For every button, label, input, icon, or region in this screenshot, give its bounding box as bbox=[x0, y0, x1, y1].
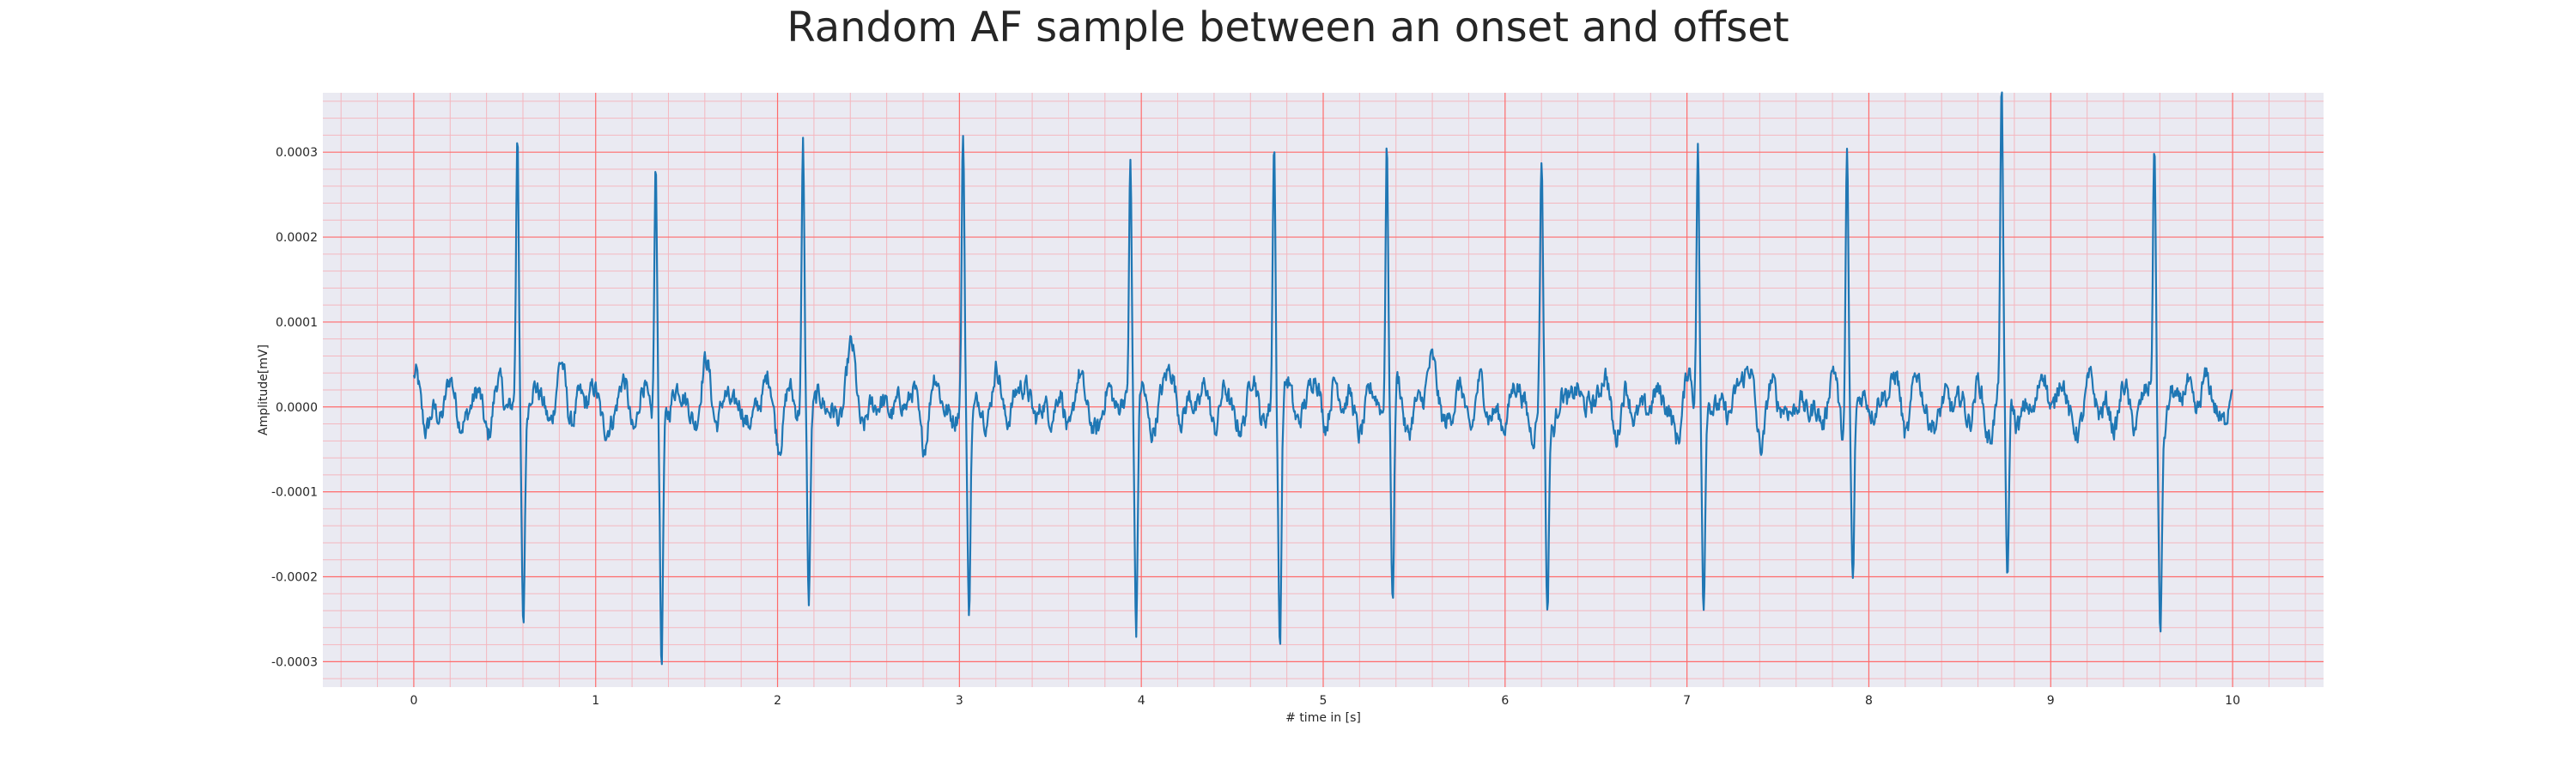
y-tick-label: -0.0003 bbox=[271, 655, 318, 669]
y-tick-labels: -0.0003 -0.0002 -0.0001 0.0000 0.0001 0.0002 0… bbox=[271, 146, 318, 669]
x-tick-label: 10 bbox=[2225, 694, 2240, 708]
chart-title: Random AF sample between an onset and of… bbox=[787, 3, 1789, 52]
y-tick-label: 0.0000 bbox=[276, 401, 318, 415]
series-layer bbox=[412, 91, 2233, 666]
y-tick-label: -0.0002 bbox=[271, 570, 318, 584]
x-tick-label: 6 bbox=[1501, 694, 1509, 708]
y-tick-label: -0.0001 bbox=[271, 486, 318, 500]
x-tick-label: 1 bbox=[592, 694, 599, 708]
signal-line bbox=[412, 91, 2233, 666]
major-grid bbox=[323, 93, 2324, 687]
x-tick-label: 3 bbox=[956, 694, 963, 708]
x-tick-labels: 0 1 2 3 4 5 6 7 8 9 10 bbox=[410, 694, 2240, 708]
x-tick-label: 9 bbox=[2047, 694, 2055, 708]
y-tick-label: 0.0001 bbox=[276, 316, 318, 330]
x-tick-label: 4 bbox=[1138, 694, 1145, 708]
y-tick-label: 0.0002 bbox=[276, 231, 318, 245]
y-axis-label: Amplitude[mV] bbox=[257, 344, 270, 435]
x-tick-label: 0 bbox=[410, 694, 417, 708]
x-tick-label: 8 bbox=[1865, 694, 1873, 708]
x-tick-label: 5 bbox=[1320, 694, 1327, 708]
x-axis-label: # time in [s] bbox=[1285, 711, 1361, 725]
x-tick-label: 2 bbox=[774, 694, 781, 708]
y-tick-label: 0.0003 bbox=[276, 146, 318, 160]
x-tick-label: 7 bbox=[1683, 694, 1691, 708]
